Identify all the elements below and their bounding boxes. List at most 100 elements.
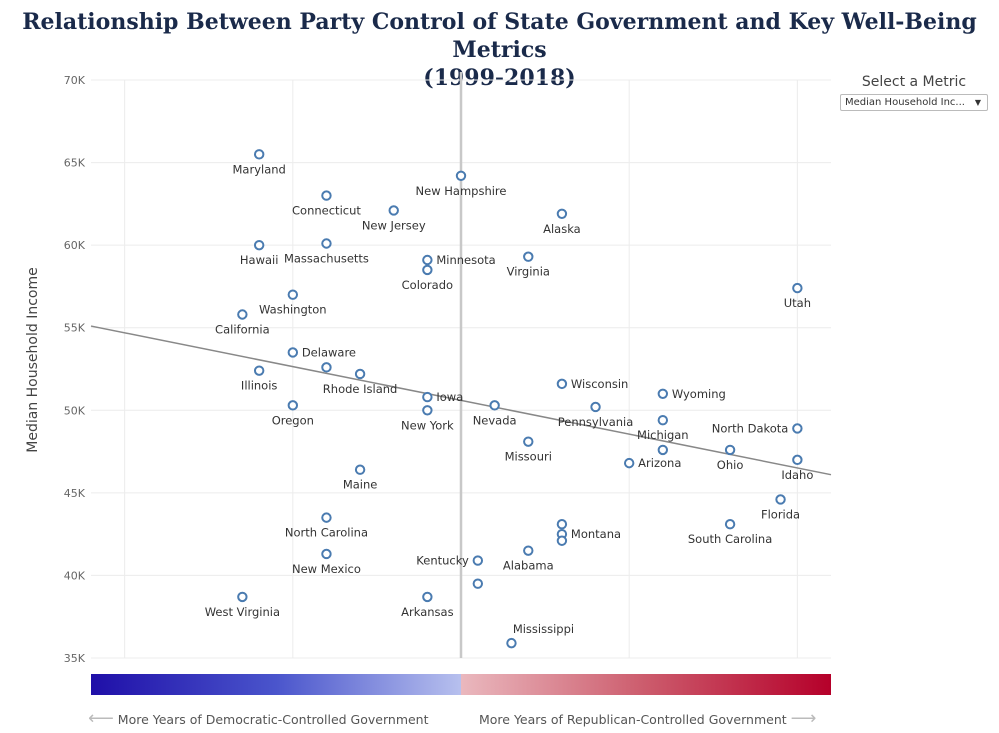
data-point[interactable] [792, 423, 803, 434]
point-label: Kentucky [416, 554, 469, 568]
point-label: North Dakota [712, 421, 789, 435]
y-tick-label: 55K [64, 322, 86, 335]
data-point[interactable] [623, 457, 635, 469]
data-point[interactable] [657, 388, 669, 399]
data-point[interactable] [489, 400, 500, 411]
data-point[interactable] [792, 282, 803, 294]
data-point[interactable] [775, 494, 786, 505]
data-point[interactable] [321, 548, 332, 560]
party-color-legend-bar [91, 674, 831, 695]
data-point[interactable] [724, 519, 736, 530]
point-label: West Virginia [205, 605, 280, 619]
democratic-direction-label: ⟵ More Years of Democratic-Controlled Go… [88, 708, 429, 729]
point-label: Arizona [638, 456, 681, 470]
data-point[interactable] [287, 347, 299, 358]
data-point[interactable] [354, 368, 366, 380]
data-point[interactable] [237, 309, 248, 320]
data-point[interactable] [422, 264, 433, 276]
data-point[interactable] [321, 362, 332, 373]
data-point[interactable] [556, 208, 568, 219]
point-label: North Carolina [285, 526, 368, 540]
y-tick-label: 35K [64, 652, 86, 665]
data-point[interactable] [253, 365, 265, 376]
point-label: Colorado [402, 278, 453, 292]
data-point[interactable] [556, 535, 568, 546]
chart-title-line2: (1999-2018) [423, 65, 576, 91]
point-label: Missouri [505, 450, 552, 464]
point-label: Idaho [781, 468, 813, 482]
point-label: Florida [761, 507, 800, 521]
data-point[interactable] [724, 444, 736, 456]
point-label: Arkansas [401, 605, 453, 619]
point-label: Ohio [717, 458, 744, 472]
data-point[interactable] [253, 149, 265, 160]
arrow-left-icon: ⟵ [88, 708, 114, 729]
point-label: Oregon [272, 413, 314, 427]
republican-direction-label: More Years of Republican-Controlled Gove… [479, 708, 816, 729]
chevron-down-icon: ▼ [974, 98, 981, 107]
data-point[interactable] [523, 545, 534, 556]
point-label: Wyoming [672, 387, 726, 401]
data-point[interactable] [455, 170, 467, 181]
data-point[interactable] [523, 251, 534, 262]
data-point[interactable] [590, 401, 601, 413]
point-label: Iowa [436, 390, 463, 404]
y-tick-label: 60K [64, 239, 86, 252]
metric-dropdown-value: Median Household Inc... [845, 97, 965, 108]
chart-title-line1: Relationship Between Party Control of St… [22, 9, 977, 63]
data-point[interactable] [237, 591, 248, 603]
arrow-right-icon: ⟶ [790, 708, 817, 729]
data-point[interactable] [321, 512, 332, 523]
chart-title: Relationship Between Party Control of St… [0, 8, 999, 92]
point-label: Michigan [637, 428, 689, 442]
data-point[interactable] [556, 378, 568, 390]
data-point[interactable] [422, 391, 433, 403]
point-label: Hawaii [240, 253, 279, 267]
point-label: Maryland [233, 162, 286, 176]
democratic-label-text: More Years of Democratic-Controlled Gove… [117, 712, 429, 727]
point-label: Alaska [543, 222, 581, 236]
data-point[interactable] [472, 555, 484, 566]
point-label: Connecticut [292, 204, 361, 218]
data-point[interactable] [287, 289, 299, 300]
point-label: Minnesota [436, 253, 495, 267]
data-point[interactable] [253, 239, 265, 251]
data-point[interactable] [422, 254, 433, 266]
point-label: Alabama [503, 559, 554, 573]
point-label: Delaware [302, 345, 356, 359]
point-label: Maine [343, 478, 378, 492]
y-tick-label: 45K [64, 487, 86, 500]
data-point[interactable] [657, 414, 669, 426]
data-point[interactable] [556, 519, 568, 530]
data-point[interactable] [657, 444, 669, 456]
y-tick-label: 65K [64, 157, 86, 170]
point-label: Washington [259, 303, 327, 317]
point-label: New York [401, 418, 454, 432]
trend-line [90, 325, 832, 476]
point-label: South Carolina [688, 532, 772, 546]
point-label: Montana [571, 527, 621, 541]
point-label: New Mexico [292, 562, 361, 576]
point-label: Rhode Island [323, 382, 398, 396]
data-point[interactable] [472, 578, 484, 589]
metric-dropdown[interactable]: Median Household Inc... ▼ [840, 94, 988, 111]
data-point[interactable] [422, 405, 433, 416]
data-point[interactable] [506, 637, 517, 649]
data-point[interactable] [354, 464, 366, 475]
data-point[interactable] [388, 205, 399, 216]
y-tick-label: 50K [64, 404, 86, 417]
point-label: New Jersey [362, 218, 426, 232]
data-point[interactable] [792, 454, 803, 466]
republican-label-text: More Years of Republican-Controlled Gove… [479, 712, 787, 727]
point-label: California [215, 323, 270, 337]
data-point[interactable] [287, 400, 299, 411]
point-label: Mississippi [513, 622, 574, 636]
data-point[interactable] [321, 238, 332, 249]
data-point[interactable] [321, 190, 332, 201]
point-label: Wisconsin [571, 377, 628, 391]
y-tick-label: 40K [64, 569, 86, 582]
point-label: Utah [784, 296, 811, 310]
data-point[interactable] [422, 591, 433, 603]
data-point[interactable] [523, 436, 534, 447]
